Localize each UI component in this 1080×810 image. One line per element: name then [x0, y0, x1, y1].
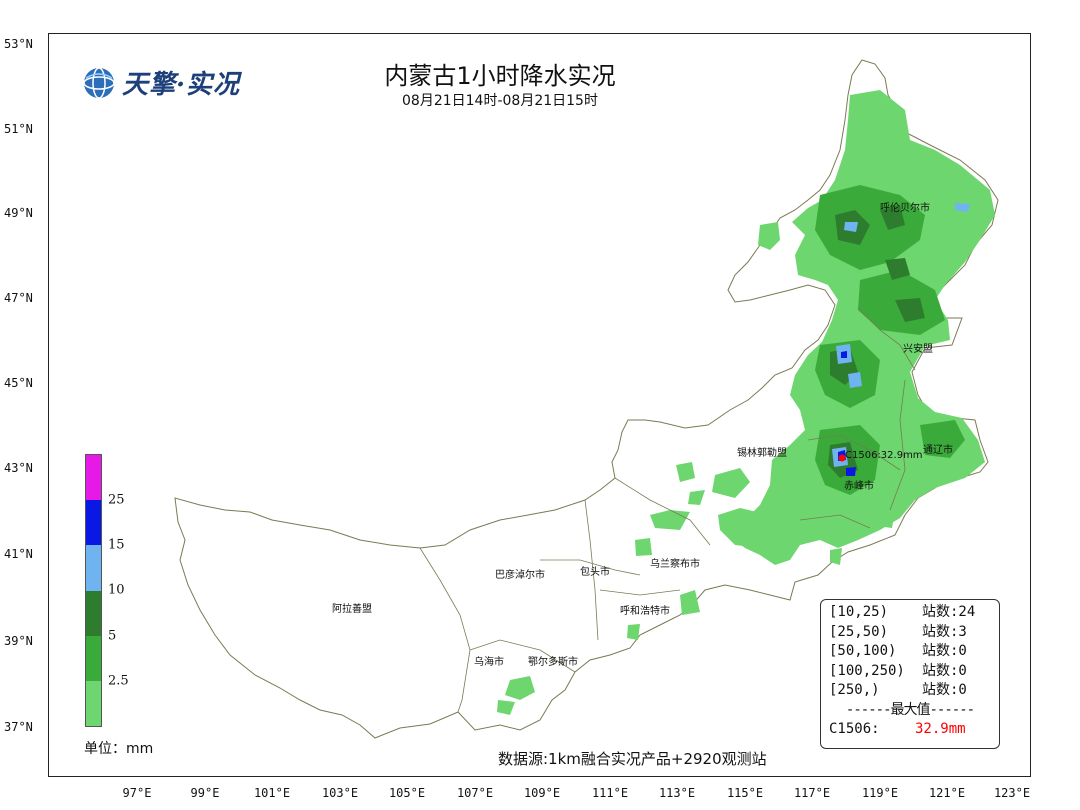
max-station-point [838, 454, 846, 462]
lon-label: 103°E [321, 786, 359, 800]
map-subtitle: 08月21日14时-08月21日15时 [402, 93, 598, 109]
stat-count: 站数:0 [922, 643, 967, 659]
city-label: 兴安盟 [903, 344, 933, 355]
stat-count: 站数:24 [922, 604, 976, 620]
city-label: 巴彦淖尔市 [495, 570, 545, 581]
map-frame [48, 33, 1031, 777]
lon-label: 109°E [523, 786, 561, 800]
stat-range: [250,) [829, 682, 880, 698]
globe-icon [83, 66, 115, 99]
stat-range: [50,100) [829, 643, 897, 659]
admin-boundaries [419, 307, 916, 713]
lon-label: 97°E [122, 786, 152, 800]
stat-count: 站数:0 [922, 682, 967, 698]
max-station-marker: C1506:32.9mm [845, 450, 923, 461]
legend-swatch [86, 500, 101, 546]
stat-row: [100,250) 站数:0 [829, 662, 991, 682]
stat-range: [100,250) [829, 662, 905, 679]
legend-tick: 15 [108, 537, 125, 553]
logo: 天擎·实况 [82, 64, 240, 101]
lat-label: 43°N [4, 461, 33, 475]
max-row: C1506: 32.9mm [829, 720, 991, 740]
lat-label: 51°N [4, 122, 33, 136]
legend-swatch [86, 590, 101, 636]
stat-row: [250,) 站数:0 [829, 681, 991, 701]
lon-label: 107°E [456, 786, 494, 800]
station-stats-box: [10,25) 站数:24 [25,50) 站数:3 [50,100) 站数:0… [820, 599, 1000, 749]
max-header: ------最大值------ [845, 701, 975, 718]
legend-colorbar [85, 454, 102, 727]
lon-label: 99°E [190, 786, 220, 800]
lon-label: 115°E [726, 786, 764, 800]
city-label: 鄂尔多斯市 [528, 657, 578, 668]
legend-swatch [86, 635, 101, 681]
lat-label: 47°N [4, 291, 33, 305]
lat-label: 41°N [4, 547, 33, 561]
city-label: 呼伦贝尔市 [880, 203, 930, 214]
city-label: 赤峰市 [844, 481, 874, 492]
legend-swatch [86, 545, 101, 591]
logo-text: 天擎·实况 [122, 70, 241, 100]
lon-label: 101°E [253, 786, 291, 800]
lon-label: 111°E [591, 786, 629, 800]
legend-tick: 25 [108, 492, 125, 508]
city-label: 乌海市 [474, 657, 504, 668]
legend-tick: 10 [108, 582, 125, 598]
legend-unit: 单位：mm [84, 741, 154, 757]
stat-row: [25,50) 站数:3 [829, 623, 991, 643]
lat-label: 39°N [4, 634, 33, 648]
lon-label: 121°E [928, 786, 966, 800]
stat-count: 站数:0 [922, 662, 967, 679]
legend-tick: 2.5 [108, 673, 129, 689]
lon-label: 119°E [861, 786, 899, 800]
city-label: 锡林郭勒盟 [737, 448, 787, 459]
city-label: 通辽市 [923, 445, 953, 456]
lon-label: 105°E [388, 786, 426, 800]
city-label: 乌兰察布市 [650, 559, 700, 570]
lat-label: 53°N [4, 37, 33, 51]
lon-label: 117°E [793, 786, 831, 800]
lat-label: 37°N [4, 720, 33, 734]
lon-label: 113°E [658, 786, 696, 800]
lat-label: 49°N [4, 206, 33, 220]
data-source-note: 数据源:1km融合实况产品+2920观测站 [498, 750, 767, 768]
lat-label: 45°N [4, 376, 33, 390]
lon-label: 123°E [993, 786, 1031, 800]
stat-row: [50,100) 站数:0 [829, 642, 991, 662]
map-title: 内蒙古1小时降水实况 [384, 62, 616, 90]
city-label: 包头市 [580, 567, 610, 578]
stat-count: 站数:3 [922, 623, 967, 640]
stat-range: [10,25) [829, 604, 889, 620]
stat-row: [10,25) 站数:24 [829, 603, 991, 623]
max-station: C1506: [829, 721, 880, 737]
legend-swatch [86, 455, 101, 501]
max-value: 32.9mm [915, 721, 966, 737]
legend-tick: 5 [108, 628, 117, 644]
stat-range: [25,50) [829, 623, 889, 640]
city-label: 阿拉善盟 [332, 604, 372, 615]
city-label: 呼和浩特市 [620, 606, 670, 617]
legend-swatch [86, 680, 101, 727]
